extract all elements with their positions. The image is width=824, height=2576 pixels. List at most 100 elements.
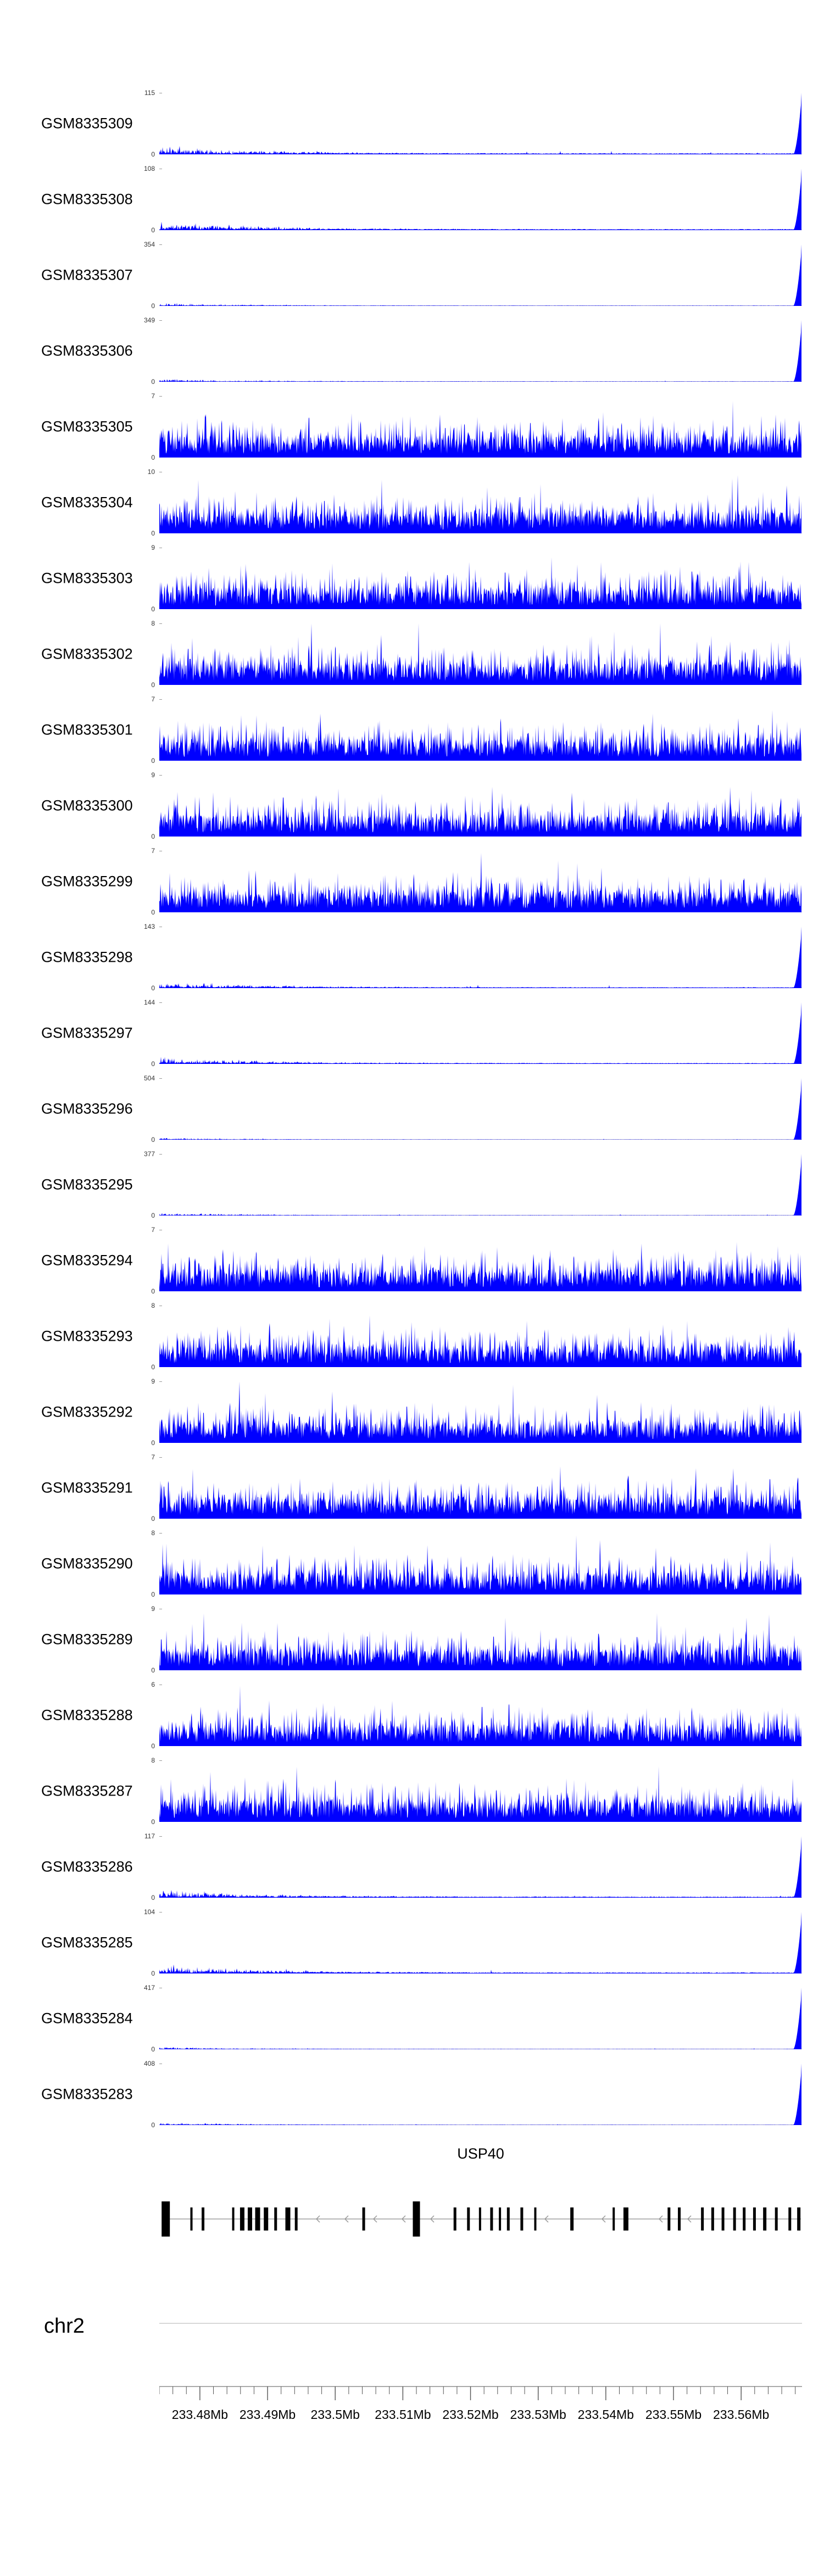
- axis-tick-label: 233.51Mb: [375, 2407, 431, 2422]
- track-sample-label: GSM8335284: [41, 2010, 133, 2027]
- gene-exon: [775, 2207, 778, 2231]
- coverage-histogram: [159, 1381, 802, 1443]
- gene-exon: [499, 2207, 502, 2231]
- gene-exon: [190, 2207, 193, 2231]
- coverage-histogram: [159, 1609, 802, 1670]
- gene-exon: [711, 2207, 714, 2231]
- axis-tick-label: 233.49Mb: [240, 2407, 296, 2422]
- yaxis-max-label: 9: [151, 771, 155, 779]
- yaxis-max-label: 377: [143, 1150, 155, 1158]
- coverage-track-row: GSM8335302 8 0: [0, 616, 824, 692]
- coverage-track-row: GSM8335299 7 0: [0, 844, 824, 919]
- gene-exon: [285, 2207, 291, 2231]
- gene-exon: [763, 2207, 767, 2231]
- gene-exon: [570, 2207, 574, 2231]
- strand-direction-arrow-icon: [344, 2215, 349, 2223]
- yaxis-zero-label: 0: [151, 1363, 155, 1371]
- yaxis-zero-label: 0: [151, 757, 155, 765]
- axis-tick-label: 233.5Mb: [310, 2407, 360, 2422]
- track-sample-label: GSM8335291: [41, 1479, 133, 1496]
- gene-exon: [294, 2207, 298, 2231]
- coverage-histogram: [159, 775, 802, 837]
- gene-exon: [743, 2207, 746, 2231]
- coverage-histogram: [159, 1760, 802, 1822]
- yaxis-max-label: 9: [151, 1378, 155, 1385]
- coverage-track-row: GSM8335306 349 0: [0, 313, 824, 389]
- yaxis-max-label: 143: [143, 923, 155, 930]
- coverage-histogram: [159, 396, 802, 458]
- yaxis-max-label: 10: [147, 468, 155, 476]
- gene-exon: [623, 2207, 628, 2231]
- gene-exon: [797, 2207, 801, 2231]
- yaxis-zero-label: 0: [151, 1894, 155, 1902]
- yaxis-zero-label: 0: [151, 1970, 155, 1977]
- gene-track: USP40: [0, 2145, 824, 2310]
- coverage-histogram: [159, 548, 802, 609]
- yaxis-max-label: 7: [151, 695, 155, 703]
- chromosome-label: chr2: [44, 2315, 85, 2338]
- coverage-track-row: GSM8335290 8 0: [0, 1526, 824, 1602]
- yaxis-zero-label: 0: [151, 1515, 155, 1523]
- coverage-track-row: GSM8335288 6 0: [0, 1677, 824, 1753]
- yaxis-max-label: 108: [143, 165, 155, 172]
- track-sample-label: GSM8335305: [41, 418, 133, 435]
- yaxis-zero-label: 0: [151, 1666, 155, 1674]
- track-sample-label: GSM8335289: [41, 1631, 133, 1648]
- yaxis-max-label: 144: [143, 999, 155, 1006]
- track-sample-label: GSM8335304: [41, 494, 133, 511]
- gene-exon: [413, 2201, 420, 2237]
- yaxis-max-label: 7: [151, 392, 155, 400]
- yaxis-zero-label: 0: [151, 908, 155, 916]
- coverage-histogram: [159, 1912, 802, 1973]
- coverage-track-row: GSM8335284 417 0: [0, 1981, 824, 2056]
- yaxis-zero-label: 0: [151, 529, 155, 537]
- track-sample-label: GSM8335299: [41, 873, 133, 890]
- coverage-track-row: GSM8335308 108 0: [0, 161, 824, 237]
- yaxis-zero-label: 0: [151, 1060, 155, 1068]
- yaxis-zero-label: 0: [151, 1136, 155, 1144]
- yaxis-zero-label: 0: [151, 2045, 155, 2053]
- track-sample-label: GSM8335294: [41, 1252, 133, 1269]
- coverage-track-row: GSM8335293 8 0: [0, 1298, 824, 1374]
- track-sample-label: GSM8335298: [41, 949, 133, 966]
- coverage-histogram: [159, 1230, 802, 1291]
- coverage-histogram: [159, 472, 802, 533]
- yaxis-max-label: 6: [151, 1681, 155, 1688]
- yaxis-zero-label: 0: [151, 226, 155, 234]
- strand-direction-arrow-icon: [430, 2215, 435, 2223]
- track-sample-label: GSM8335293: [41, 1328, 133, 1345]
- yaxis-zero-label: 0: [151, 984, 155, 992]
- gene-model: [162, 2201, 801, 2237]
- coverage-track-row: GSM8335296 504 0: [0, 1071, 824, 1147]
- gene-exon: [534, 2207, 537, 2231]
- gene-exon: [255, 2207, 260, 2231]
- gene-exon: [247, 2207, 252, 2231]
- yaxis-zero-label: 0: [151, 150, 155, 158]
- track-sample-label: GSM8335285: [41, 1934, 133, 1951]
- gene-exon: [490, 2207, 493, 2231]
- yaxis-max-label: 417: [143, 1984, 155, 1992]
- coverage-track-row: GSM8335307 354 0: [0, 237, 824, 313]
- coverage-histogram: [159, 2064, 802, 2125]
- yaxis-zero-label: 0: [151, 1818, 155, 1826]
- track-sample-label: GSM8335301: [41, 721, 133, 738]
- genome-axis: 233.48Mb 233.49Mb 233.5Mb 233.51Mb 233.52Mb 2…: [159, 2323, 802, 2422]
- axis-tick-label: 233.53Mb: [510, 2407, 566, 2422]
- track-sample-label: GSM8335283: [41, 2086, 133, 2103]
- track-sample-label: GSM8335297: [41, 1024, 133, 1041]
- coverage-histogram: [159, 1685, 802, 1746]
- gene-exon: [733, 2207, 736, 2231]
- gene-exon: [478, 2207, 481, 2231]
- track-sample-label: GSM8335288: [41, 1707, 133, 1724]
- track-sample-label: GSM8335306: [41, 342, 133, 359]
- yaxis-max-label: 504: [143, 1074, 155, 1082]
- strand-direction-arrow-icon: [601, 2215, 606, 2223]
- coverage-histogram: [159, 1306, 802, 1367]
- yaxis-zero-label: 0: [151, 1439, 155, 1447]
- gene-exon: [678, 2207, 681, 2231]
- coverage-track-row: GSM8335289 9 0: [0, 1602, 824, 1677]
- coverage-histogram: [159, 851, 802, 912]
- track-sample-label: GSM8335295: [41, 1176, 133, 1193]
- gene-exon: [162, 2201, 170, 2237]
